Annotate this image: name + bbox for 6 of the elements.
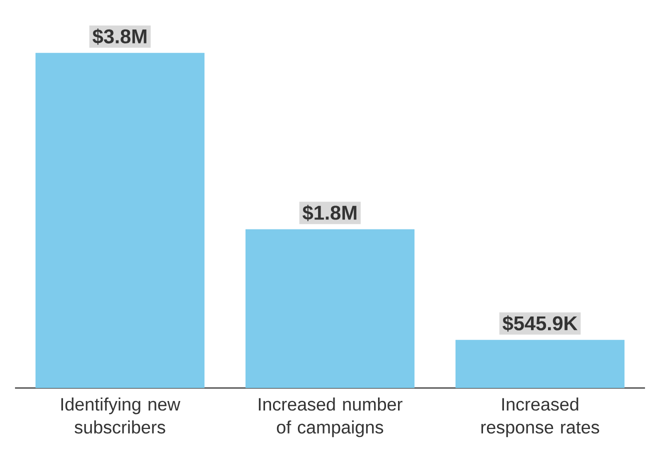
data-label: $1.8M [302,204,356,222]
data-label: $3.8M [92,28,146,45]
x-tick-label: Increased number of campaigns [258,398,402,438]
x-tick-label: Identifying new subscribers [61,398,180,434]
data-label: $545.9K [502,315,578,332]
x-tick-label: Increased response rates [481,398,600,438]
